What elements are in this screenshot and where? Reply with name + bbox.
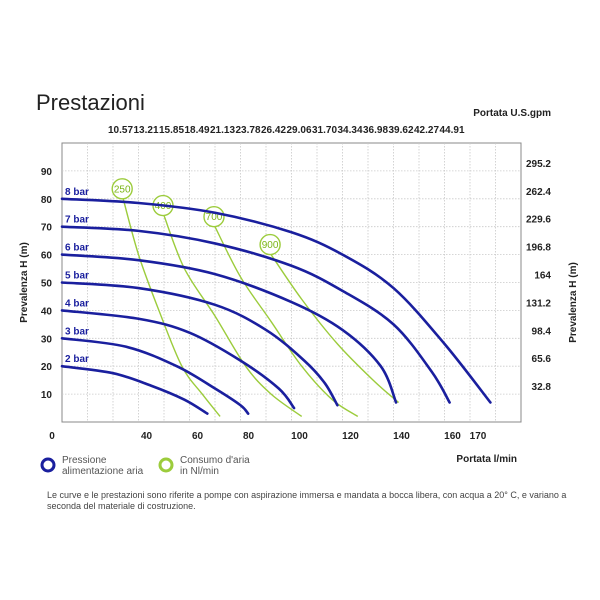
pressure-curve-6-bar — [60, 253, 398, 404]
legend-air-label: Consumo d'aria — [180, 455, 250, 466]
legend-pressure-label: alimentazione aria — [62, 466, 144, 477]
y2-axis-label: Prevalenza H (m) — [568, 262, 579, 343]
pressure-curve-2-bar — [60, 364, 209, 415]
pressure-curve-label: 8 bar — [65, 187, 89, 198]
x-tick-label: 40 — [141, 431, 153, 442]
air-label: 900 — [262, 240, 279, 251]
pressure-curve-label: 6 bar — [65, 243, 89, 254]
x-tick-label: 120 — [342, 431, 359, 442]
y-tick-label: 10 — [41, 390, 53, 401]
y-tick-label: 30 — [41, 334, 53, 345]
pressure-curve-8-bar — [60, 197, 492, 404]
x-tick-label: 160 — [444, 431, 461, 442]
pressure-curve-label: 7 bar — [65, 215, 89, 226]
air-label: 250 — [114, 184, 131, 195]
y-tick-label: 70 — [41, 223, 53, 234]
air-label: 700 — [206, 212, 223, 223]
x2-tick-label: 10.57 — [108, 125, 133, 136]
x-tick-label: 60 — [192, 431, 204, 442]
y2-tick-label: 196.8 — [526, 243, 551, 254]
chart-title: Prestazioni — [36, 90, 145, 115]
x2-axis-label: Portata U.S.gpm — [473, 108, 551, 119]
pressure-curve-3-bar — [60, 337, 250, 415]
legend-air-label: in Nl/min — [180, 466, 219, 477]
y-tick-label: 50 — [41, 279, 53, 290]
y2-tick-label: 164 — [534, 271, 551, 282]
legend-pressure-marker — [40, 457, 56, 473]
x2-tick-label: 31.70 — [312, 125, 337, 136]
x-tick-label: 170 — [470, 431, 487, 442]
air-label-circle — [111, 178, 133, 200]
air-curve-400 — [163, 215, 303, 417]
x2-tick-label: 15.85 — [159, 125, 184, 136]
pressure-curve-4-bar — [60, 309, 296, 410]
x2-tick-label: 21.13 — [210, 125, 235, 136]
x2-tick-label: 13.21 — [133, 125, 158, 136]
y2-tick-label: 32.8 — [532, 382, 552, 393]
x2-tick-label: 29.06 — [286, 125, 311, 136]
y-tick-label: 20 — [41, 362, 53, 373]
y2-tick-label: 262.4 — [526, 187, 551, 198]
legend-pressure-label: Pressione — [62, 455, 107, 466]
x2-tick-label: 39.62 — [388, 125, 413, 136]
y2-tick-label: 295.2 — [526, 159, 551, 170]
pressure-curve-label: 3 bar — [65, 326, 89, 337]
y-tick-label: 60 — [41, 251, 53, 262]
footnote: Le curve e le prestazioni sono riferite … — [47, 490, 567, 511]
legend-air-marker — [158, 457, 174, 473]
y2-tick-label: 65.6 — [532, 354, 552, 365]
y2-tick-label: 98.4 — [532, 326, 552, 337]
x2-tick-label: 26.42 — [261, 125, 286, 136]
x2-tick-label: 36.98 — [363, 125, 388, 136]
x2-tick-label: 34.34 — [337, 125, 362, 136]
pressure-curve-label: 4 bar — [65, 298, 89, 309]
x2-tick-label: 18.49 — [184, 125, 209, 136]
pressure-curve-5-bar — [60, 281, 339, 407]
y-axis-label: Prevalenza H (m) — [19, 242, 30, 323]
x2-tick-label: 44.91 — [439, 125, 464, 136]
x-tick-label: 100 — [291, 431, 308, 442]
y-tick-label: 90 — [41, 167, 53, 178]
air-curve-900 — [270, 254, 400, 403]
pressure-curve-label: 2 bar — [65, 354, 89, 365]
x-tick-label: 140 — [393, 431, 410, 442]
pressure-curve-7-bar — [60, 225, 451, 404]
x-tick-label: 0 — [49, 431, 55, 442]
x2-tick-label: 42.27 — [414, 125, 439, 136]
air-curve-700 — [214, 226, 359, 418]
x2-tick-label: 23.78 — [235, 125, 260, 136]
x-tick-label: 80 — [243, 431, 255, 442]
y2-tick-label: 229.6 — [526, 215, 551, 226]
air-curve-250 — [122, 198, 221, 417]
y-tick-label: 80 — [41, 195, 53, 206]
pressure-curve-label: 5 bar — [65, 271, 89, 282]
air-label-circle — [259, 233, 281, 256]
y-tick-label: 40 — [41, 306, 53, 317]
y2-tick-label: 131.2 — [526, 298, 551, 309]
x-axis-label: Portata l/min — [456, 454, 517, 465]
